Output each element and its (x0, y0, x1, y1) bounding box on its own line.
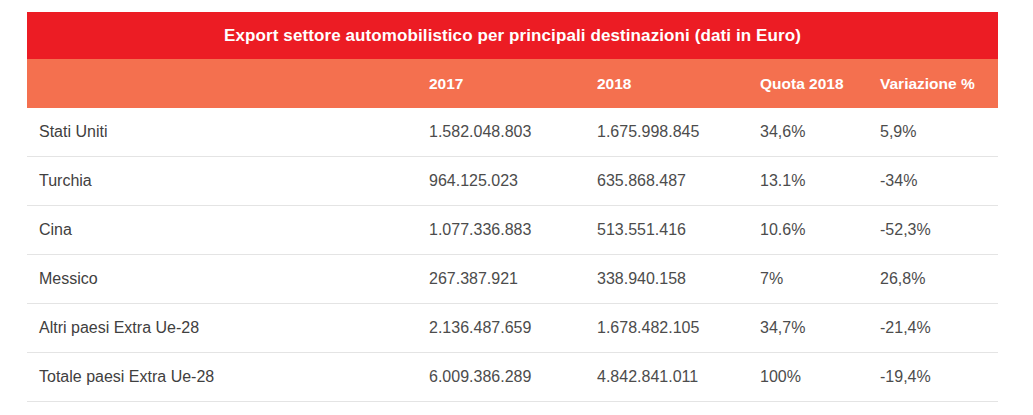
column-header-destination (27, 59, 429, 108)
column-header-2018: 2018 (597, 59, 760, 108)
row-label: Cina (27, 206, 429, 255)
export-table-card: Export settore automobilistico per princ… (27, 12, 998, 402)
table-row: Turchia 964.125.023 635.868.487 13.1% -3… (27, 157, 998, 206)
cell-2018: 338.940.158 (597, 255, 760, 304)
cell-variazione: -34% (880, 157, 998, 206)
row-label: Totale paesi Extra Ue-28 (27, 353, 429, 402)
cell-2018: 1.675.998.845 (597, 108, 760, 157)
row-label: Turchia (27, 157, 429, 206)
column-header-quota-2018: Quota 2018 (760, 59, 880, 108)
table-row: Totale paesi Extra Ue-28 6.009.386.289 4… (27, 353, 998, 402)
cell-2017: 2.136.487.659 (429, 304, 597, 353)
cell-variazione: 26,8% (880, 255, 998, 304)
table-row: Messico 267.387.921 338.940.158 7% 26,8% (27, 255, 998, 304)
cell-quota-2018: 7% (760, 255, 880, 304)
cell-2018: 513.551.416 (597, 206, 760, 255)
cell-2017: 1.077.336.883 (429, 206, 597, 255)
header-row: 2017 2018 Quota 2018 Variazione % (27, 59, 998, 108)
cell-2017: 6.009.386.289 (429, 353, 597, 402)
cell-quota-2018: 10.6% (760, 206, 880, 255)
column-header-variazione: Variazione % (880, 59, 998, 108)
page-canvas: Export settore automobilistico per princ… (0, 0, 1033, 415)
cell-quota-2018: 13.1% (760, 157, 880, 206)
cell-2017: 964.125.023 (429, 157, 597, 206)
cell-2017: 1.582.048.803 (429, 108, 597, 157)
cell-2018: 1.678.482.105 (597, 304, 760, 353)
table-row: Cina 1.077.336.883 513.551.416 10.6% -52… (27, 206, 998, 255)
row-label: Messico (27, 255, 429, 304)
cell-variazione: -21,4% (880, 304, 998, 353)
table-title: Export settore automobilistico per princ… (27, 12, 998, 59)
cell-quota-2018: 34,7% (760, 304, 880, 353)
column-header-2017: 2017 (429, 59, 597, 108)
cell-quota-2018: 100% (760, 353, 880, 402)
table-row: Altri paesi Extra Ue-28 2.136.487.659 1.… (27, 304, 998, 353)
cell-2018: 4.842.841.011 (597, 353, 760, 402)
cell-quota-2018: 34,6% (760, 108, 880, 157)
export-table: 2017 2018 Quota 2018 Variazione % Stati … (27, 59, 998, 402)
row-label: Stati Uniti (27, 108, 429, 157)
cell-variazione: 5,9% (880, 108, 998, 157)
row-label: Altri paesi Extra Ue-28 (27, 304, 429, 353)
cell-variazione: -19,4% (880, 353, 998, 402)
cell-2017: 267.387.921 (429, 255, 597, 304)
cell-2018: 635.868.487 (597, 157, 760, 206)
table-row: Stati Uniti 1.582.048.803 1.675.998.845 … (27, 108, 998, 157)
cell-variazione: -52,3% (880, 206, 998, 255)
